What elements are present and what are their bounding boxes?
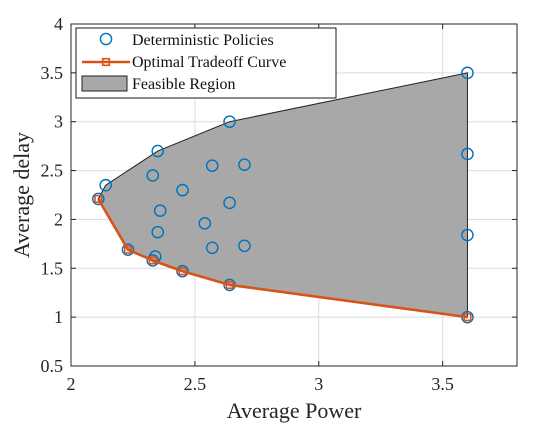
optimal-tradeoff-point — [225, 280, 234, 290]
y-tick-label: 1 — [54, 307, 63, 327]
legend-item-optimal-tradeoff-curve: Optimal Tradeoff Curve — [82, 54, 286, 71]
optimal-tradeoff-point — [94, 194, 103, 204]
x-tick-label: 2 — [67, 374, 76, 394]
y-tick-label: 0.5 — [41, 356, 64, 376]
optimal-tradeoff-point — [463, 313, 472, 322]
deterministic-policy-point — [153, 204, 167, 217]
optimal-tradeoff-point — [178, 267, 187, 276]
legend-label-deterministic-policies: Deterministic Policies — [132, 32, 274, 49]
deterministic-policy-point — [223, 196, 236, 210]
y-tick-label: 1.5 — [41, 258, 64, 278]
legend-feasible-patch-icon — [81, 75, 128, 92]
deterministic-policy-point — [205, 241, 219, 255]
deterministic-policy-point — [99, 178, 112, 192]
deterministic-policy-point — [461, 66, 474, 80]
legend-circle-icon — [99, 32, 113, 46]
optimal-tradeoff-markers-layer — [94, 194, 472, 322]
optimal-tradeoff-point — [148, 256, 157, 265]
legend: Deterministic Policies Optimal Tradeoff … — [75, 27, 337, 99]
legend-item-feasible-region: Feasible Region — [81, 75, 236, 93]
deterministic-policy-point — [91, 192, 105, 206]
y-tick-label: 3 — [54, 112, 63, 132]
deterministic-policy-point — [146, 169, 160, 182]
y-tick-label: 3.5 — [41, 63, 64, 83]
deterministic-policy-point — [121, 243, 135, 257]
x-tick-label: 3 — [314, 374, 323, 394]
deterministic-policy-point — [461, 228, 474, 242]
y-axis-label: Average delay — [9, 132, 34, 258]
deterministic-policy-point — [176, 183, 189, 197]
x-axis-label: Average Power — [227, 398, 362, 423]
y-tick-labels: 0.5 1 1.5 2 2.5 3 3.5 4 — [41, 14, 64, 376]
deterministic-policy-point — [176, 264, 189, 278]
optimal-tradeoff-curve-line — [97, 198, 468, 319]
deterministic-policy-point — [151, 144, 165, 158]
deterministic-policy-point — [238, 158, 251, 172]
x-tick-labels: 2 2.5 3 3.5 — [67, 374, 454, 394]
deterministic-policy-point — [151, 225, 165, 239]
axis-layer — [70, 23, 518, 367]
optimal-tradeoff-point — [123, 245, 133, 254]
y-tick-label: 4 — [54, 14, 63, 34]
deterministic-policy-point — [223, 115, 236, 129]
x-tick-label: 3.5 — [431, 374, 454, 394]
legend-item-deterministic-policies: Deterministic Policies — [99, 32, 274, 49]
plot-frame — [70, 23, 518, 367]
deterministic-policy-point — [198, 217, 212, 230]
y-tick-label: 2 — [54, 209, 63, 229]
deterministic-policy-point — [461, 147, 474, 161]
legend-label-feasible-region: Feasible Region — [132, 76, 236, 93]
y-tick-label: 2.5 — [41, 161, 64, 181]
legend-label-optimal-tradeoff-curve: Optimal Tradeoff Curve — [132, 54, 286, 71]
deterministic-policy-point — [205, 159, 219, 172]
x-tick-label: 2.5 — [184, 374, 207, 394]
legend-square-marker-icon — [101, 57, 111, 67]
deterministic-policy-point — [238, 239, 251, 253]
